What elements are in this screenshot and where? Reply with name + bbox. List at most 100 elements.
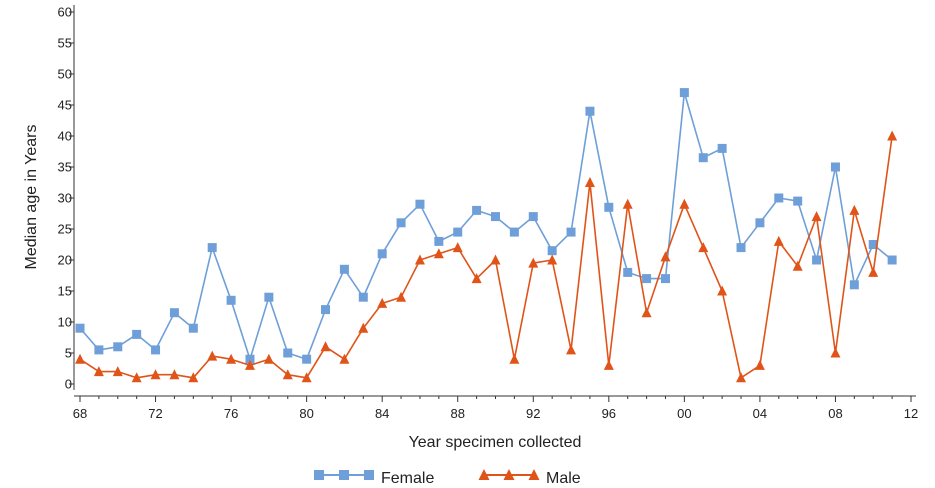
data-point-female [868,240,878,249]
data-point-female [453,227,463,237]
y-tick-label: 10 [58,315,72,330]
data-point-male [509,353,520,364]
y-tick-label: 40 [58,129,72,144]
data-point-male [754,359,765,370]
y-tick-label: 20 [58,253,72,268]
data-point-female [491,212,500,222]
data-point-female [245,354,255,364]
data-point-female [887,255,897,265]
plot-area [75,88,898,383]
data-point-female [812,255,822,265]
data-point-female [113,342,123,352]
legend-swatch-marker [364,470,374,480]
data-point-female [75,323,85,333]
data-point-male [717,285,728,296]
data-point-male [301,372,312,383]
data-point-female [736,243,746,253]
legend-item-female: Female [314,470,434,487]
data-point-male [433,248,444,259]
data-point-female [509,227,519,237]
y-tick-label: 45 [58,98,72,113]
data-point-female [321,305,331,315]
y-tick-label: 50 [58,67,72,82]
data-point-female [755,218,765,228]
data-point-female [358,292,368,302]
x-axis: 68 72 76 80 84 88 92 96 00 04 08 12 [73,395,918,421]
data-point-male [93,366,104,377]
data-point-male [868,266,879,277]
data-point-female [830,162,840,172]
data-point-male [471,273,482,284]
legend-swatch-marker [314,470,324,480]
x-tick-label: 68 [73,406,87,421]
data-point-female [94,345,104,355]
data-point-female [604,202,614,212]
data-point-male [887,130,898,141]
data-point-male [773,235,784,246]
data-point-female [132,329,142,339]
data-point-male [320,341,331,352]
data-point-male [849,204,860,215]
legend-swatch-marker [528,469,540,480]
legend: Female Male [314,469,581,487]
series-female [75,88,897,364]
data-point-female [207,243,217,253]
y-axis: 0 5 10 15 20 25 30 35 40 45 50 55 60 [58,5,75,392]
data-point-male [528,257,539,268]
data-point-male [452,242,463,253]
data-point-female [377,249,387,259]
data-point-female [774,193,784,203]
data-point-male [377,297,388,308]
y-tick-label: 60 [58,5,72,20]
data-point-male [188,372,199,383]
x-tick-label: 08 [828,406,842,421]
data-point-male [150,369,161,380]
y-tick-label: 5 [65,346,72,361]
y-tick-label: 25 [58,222,72,237]
data-point-female [415,199,425,209]
data-point-female [566,227,576,237]
data-point-male [792,260,803,271]
data-point-male [226,353,237,364]
data-point-female [264,292,274,302]
data-point-female [717,143,727,153]
x-tick-label: 76 [224,406,238,421]
data-point-male [736,372,747,383]
x-tick-label: 84 [375,406,389,421]
data-point-male [112,366,123,377]
data-point-female [396,218,406,228]
data-point-male [263,353,274,364]
data-point-male [414,254,425,265]
legend-swatch-marker [478,469,490,480]
x-tick-label: 12 [904,406,918,421]
y-tick-label: 55 [58,36,72,51]
data-point-female [585,106,595,116]
y-axis-title: Median age in Years [23,125,40,270]
series-male [75,130,898,383]
y-tick-label: 35 [58,160,72,175]
data-point-female [642,274,652,284]
x-tick-label: 96 [602,406,616,421]
data-point-female [793,196,803,206]
series-line-male [79,135,893,379]
data-point-female [547,246,557,256]
x-tick-label: 72 [148,406,162,421]
x-axis-title: Year specimen collected [409,434,582,451]
x-tick-label: 04 [753,406,767,421]
data-point-male [131,372,142,383]
legend-swatch-marker [339,470,349,480]
data-point-male [207,350,218,361]
data-point-female [660,274,670,284]
x-tick-label: 92 [526,406,540,421]
data-point-female [226,295,236,305]
data-point-male [396,291,407,302]
data-point-male [244,359,255,370]
data-point-female [472,205,482,215]
data-point-male [584,177,595,187]
data-point-male [622,198,633,209]
legend-male-swatch [478,469,540,480]
data-point-male [811,211,822,222]
data-point-female [434,236,444,246]
data-point-male [339,353,350,364]
